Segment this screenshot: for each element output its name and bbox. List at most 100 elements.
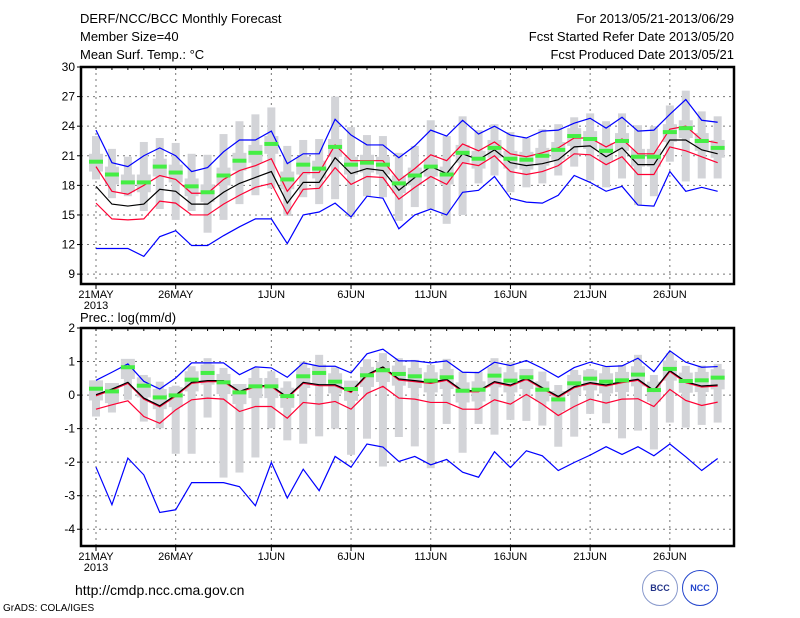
prec-year-label: 2013 bbox=[84, 562, 108, 574]
temp-median-mark bbox=[136, 180, 151, 185]
prec-median-mark bbox=[503, 378, 518, 383]
prec-median-mark bbox=[551, 397, 566, 402]
temp-median-mark bbox=[615, 138, 630, 143]
prec-whisker-bar bbox=[458, 371, 467, 453]
temp-median-mark bbox=[328, 144, 343, 149]
prec-median-mark bbox=[248, 384, 263, 389]
prec-median-mark bbox=[455, 388, 470, 393]
prec-whisker-bar bbox=[123, 359, 132, 400]
prec-xtick-label: 26JUN bbox=[653, 551, 687, 563]
prec-whisker-bar bbox=[665, 353, 674, 423]
temp-median-mark bbox=[646, 154, 661, 159]
temp-xtick-label: 21JUN bbox=[573, 289, 607, 301]
prec-median-mark bbox=[312, 370, 327, 375]
prec-ytick-label: 2 bbox=[68, 321, 75, 335]
prec-median-mark bbox=[391, 371, 406, 376]
temp-ytick-label: 12 bbox=[62, 238, 76, 252]
prec-median-mark bbox=[264, 384, 279, 389]
member-size: Member Size=40 bbox=[80, 29, 179, 44]
grads-credit: GrADS: COLA/IGES bbox=[3, 603, 95, 614]
temp-ytick-label: 9 bbox=[68, 267, 75, 281]
prec-max-line bbox=[95, 348, 718, 390]
prec-whisker-bar bbox=[219, 367, 228, 478]
prec-whisker-bar bbox=[235, 385, 244, 473]
prec-ytick-label: 0 bbox=[68, 388, 75, 402]
temp-median-mark bbox=[471, 156, 486, 161]
prec-ytick-label: -3 bbox=[64, 489, 75, 503]
temp-median-mark bbox=[120, 180, 135, 185]
temp-ytick-label: 30 bbox=[62, 60, 76, 74]
temp-median-mark bbox=[232, 158, 247, 163]
fcst-started-date: Fcst Started Refer Date 2013/05/20 bbox=[528, 29, 734, 44]
temp-median-mark bbox=[104, 172, 119, 177]
prec-whisker-bar bbox=[267, 371, 276, 429]
temp-xtick-label: 16JUN bbox=[494, 289, 528, 301]
temp-max-line bbox=[95, 98, 718, 173]
temp-median-mark bbox=[216, 173, 231, 178]
temp-median-mark bbox=[694, 138, 709, 143]
prec-median-mark bbox=[120, 365, 135, 370]
temp-median-mark bbox=[312, 166, 327, 171]
prec-whisker-bar bbox=[490, 358, 499, 435]
temp-ytick-label: 21 bbox=[62, 149, 76, 163]
prec-xtick-label: 21JUN bbox=[573, 551, 607, 563]
prec-median-mark bbox=[567, 381, 582, 386]
prec-median-mark bbox=[296, 374, 311, 379]
prec-whisker-bar bbox=[681, 365, 690, 428]
temp-median-mark bbox=[662, 130, 677, 135]
temp-median-mark bbox=[599, 148, 614, 153]
ncc-logo-text: NCC bbox=[690, 583, 710, 593]
prec-median-mark bbox=[519, 375, 534, 380]
temp-year-label: 2013 bbox=[84, 300, 108, 312]
prec-whisker-bar bbox=[426, 364, 435, 469]
temp-median-mark bbox=[264, 141, 279, 146]
temp-median-mark bbox=[89, 159, 103, 164]
temp-median-mark bbox=[359, 160, 374, 165]
temp-median-mark bbox=[280, 177, 295, 182]
prec-whisker-bar bbox=[187, 366, 196, 454]
prec-median-mark bbox=[104, 389, 119, 394]
temp-spread-upper-line bbox=[95, 125, 718, 195]
prec-spread-lower-line bbox=[95, 385, 718, 424]
prec-whisker-bar bbox=[442, 358, 451, 424]
prec-whisker-bar bbox=[713, 363, 722, 423]
prec-median-mark bbox=[328, 379, 343, 384]
prec-median-mark bbox=[232, 390, 247, 395]
temp-median-mark bbox=[455, 150, 470, 155]
temp-xtick-label: 11JUN bbox=[414, 289, 447, 301]
prec-median-mark bbox=[583, 376, 598, 381]
temp-mean-line bbox=[95, 139, 718, 207]
prec-whisker-bar bbox=[602, 366, 611, 424]
prec-ytick-label: -2 bbox=[64, 455, 75, 469]
prec-median-mark bbox=[168, 393, 183, 398]
prec-median-mark bbox=[359, 373, 374, 378]
prec-median-mark bbox=[487, 373, 502, 378]
temp-median-mark bbox=[200, 190, 215, 195]
temp-median-mark bbox=[519, 157, 534, 162]
temp-median-mark bbox=[152, 164, 167, 169]
prec-median-mark bbox=[615, 378, 630, 383]
temp-plot-frame bbox=[79, 65, 736, 286]
prec-xtick-label: 6JUN bbox=[337, 551, 365, 563]
temp-median-mark bbox=[375, 162, 390, 167]
ncc-logo: NCC bbox=[682, 570, 718, 606]
prec-whisker-bar bbox=[586, 368, 595, 414]
prec-whisker-bar bbox=[378, 353, 387, 467]
temp-median-mark bbox=[678, 126, 693, 131]
prec-median-mark bbox=[375, 368, 390, 373]
temp-median-mark bbox=[296, 162, 311, 167]
forecast-period: For 2013/05/21-2013/06/29 bbox=[576, 11, 734, 26]
temp-median-mark bbox=[439, 172, 454, 177]
prec-median-mark bbox=[630, 372, 645, 377]
prec-xtick-label: 1JUN bbox=[258, 551, 286, 563]
source-url[interactable]: http://cmdp.ncc.cma.gov.cn bbox=[75, 582, 245, 598]
prec-whisker-bar bbox=[315, 354, 324, 437]
prec-median-mark bbox=[344, 387, 359, 392]
prec-whisker-bar bbox=[283, 381, 292, 441]
temp-whisker-bar bbox=[458, 116, 467, 215]
temp-median-mark bbox=[344, 162, 359, 167]
temp-xtick-label: 21MAY bbox=[78, 289, 114, 301]
prec-whisker-bar bbox=[570, 369, 579, 437]
prec-median-mark bbox=[200, 370, 215, 375]
